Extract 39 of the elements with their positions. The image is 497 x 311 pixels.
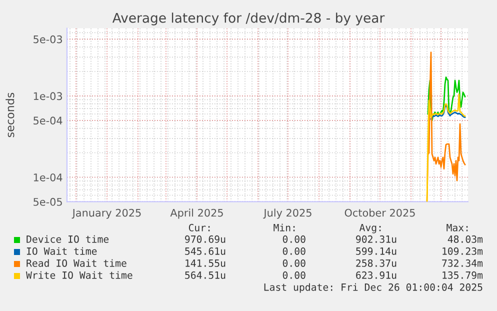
y-axis-title: seconds <box>6 92 14 138</box>
text: Min: <box>274 224 295 232</box>
text: Last update: Fri Dec 26 01:00:04 2025 <box>264 283 482 293</box>
text: 135.79m <box>442 271 483 279</box>
text: 970.69u <box>185 235 226 243</box>
line-series <box>426 94 466 202</box>
text: Cur: <box>188 224 210 232</box>
legend-label: Read IO Wait time <box>26 259 126 267</box>
text: 0.00 <box>282 259 306 267</box>
text: 623.91u <box>356 271 396 279</box>
text: 258.37u <box>356 259 396 267</box>
legend-label: IO Wait time <box>26 247 97 255</box>
line-series <box>427 76 466 122</box>
text: 109.23m <box>442 247 483 255</box>
text: 48.03m <box>448 235 483 243</box>
y-tick-label: 1e-04 <box>34 173 62 182</box>
legend-label: Write IO Wait time <box>26 271 132 279</box>
line-series <box>430 104 466 120</box>
text: 902.31u <box>356 235 396 243</box>
x-tick-label: October 2025 <box>344 208 415 217</box>
text: 0.00 <box>282 271 306 279</box>
x-tick-label: July 2025 <box>263 208 312 219</box>
x-tick-label: January 2025 <box>72 208 141 219</box>
y-tick-label: 5e-04 <box>34 116 62 125</box>
y-tick-label: 1e-03 <box>34 92 62 100</box>
text: 599.14u <box>356 247 396 255</box>
text: 732.34m <box>442 259 483 267</box>
y-tick-label: 5e-05 <box>34 198 62 206</box>
y-tick-label: 5e-03 <box>34 35 62 44</box>
x-tick-label: April 2025 <box>170 208 223 219</box>
chart-title: Average latency for /dev/dm-28 - by year <box>112 12 385 26</box>
legend-label: Device IO time <box>26 235 109 243</box>
text: 564.51u <box>185 271 226 279</box>
text: 545.61u <box>185 247 226 255</box>
text: Avg: <box>359 224 381 234</box>
text: 0.00 <box>282 235 306 243</box>
text: 0.00 <box>282 247 306 255</box>
text: Max: <box>446 224 468 232</box>
text: 141.55u <box>186 260 226 267</box>
